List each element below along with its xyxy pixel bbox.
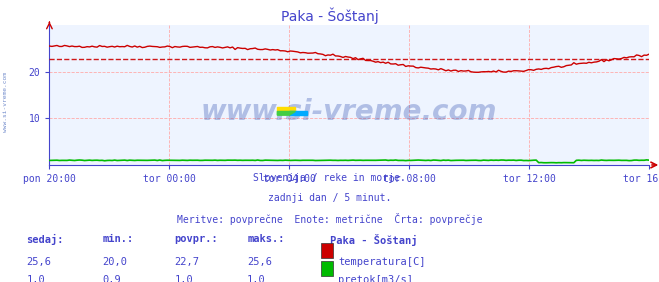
Polygon shape	[277, 111, 295, 115]
Text: povpr.:: povpr.:	[175, 234, 218, 244]
Bar	[277, 107, 295, 111]
Text: 1,0: 1,0	[26, 275, 45, 282]
Text: maks.:: maks.:	[247, 234, 285, 244]
Text: 25,6: 25,6	[247, 257, 272, 266]
Text: Slovenija / reke in morje.: Slovenija / reke in morje.	[253, 173, 406, 183]
Text: 1,0: 1,0	[247, 275, 266, 282]
Text: 20,0: 20,0	[102, 257, 127, 266]
Text: min.:: min.:	[102, 234, 133, 244]
Text: 22,7: 22,7	[175, 257, 200, 266]
Text: Paka - Šoštanj: Paka - Šoštanj	[281, 7, 378, 24]
Text: sedaj:: sedaj:	[26, 234, 64, 245]
Text: zadnji dan / 5 minut.: zadnji dan / 5 minut.	[268, 193, 391, 203]
Text: www.si-vreme.com: www.si-vreme.com	[201, 98, 498, 126]
Text: Meritve: povprečne  Enote: metrične  Črta: povprečje: Meritve: povprečne Enote: metrične Črta:…	[177, 213, 482, 225]
Text: pretok[m3/s]: pretok[m3/s]	[338, 275, 413, 282]
Text: 25,6: 25,6	[26, 257, 51, 266]
Text: 1,0: 1,0	[175, 275, 193, 282]
Text: 0,9: 0,9	[102, 275, 121, 282]
Text: www.si-vreme.com: www.si-vreme.com	[3, 72, 8, 131]
Text: temperatura[C]: temperatura[C]	[338, 257, 426, 266]
Text: Paka - Šoštanj: Paka - Šoštanj	[330, 234, 417, 246]
Bar	[289, 111, 307, 115]
